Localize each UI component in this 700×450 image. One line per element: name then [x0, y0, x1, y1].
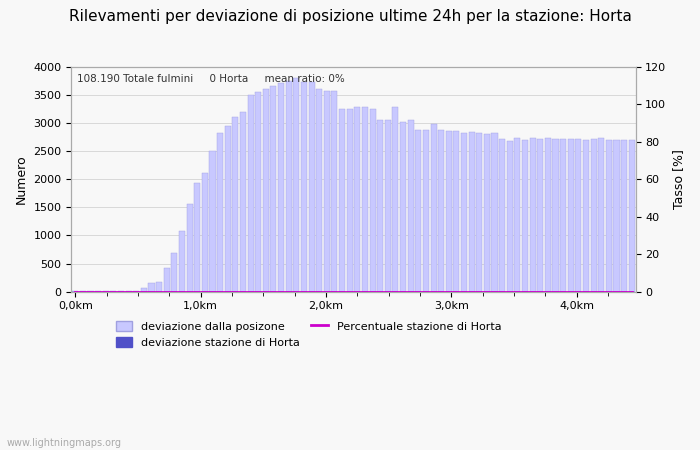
Bar — [133, 291, 139, 292]
Bar — [575, 139, 582, 292]
Bar — [232, 117, 239, 292]
Bar — [362, 108, 368, 292]
Bar — [118, 291, 124, 292]
Bar — [301, 82, 307, 292]
Bar — [629, 140, 635, 292]
Bar — [491, 133, 498, 292]
Bar — [454, 131, 459, 292]
Bar — [545, 138, 551, 292]
Bar — [262, 90, 269, 292]
Bar — [393, 108, 398, 292]
Text: www.lightningmaps.org: www.lightningmaps.org — [7, 438, 122, 448]
Bar — [591, 139, 596, 292]
Bar — [293, 78, 300, 292]
Bar — [270, 86, 276, 292]
Bar — [598, 138, 604, 292]
Bar — [148, 283, 155, 292]
Bar — [407, 120, 414, 292]
Text: Rilevamenti per deviazione di posizione ultime 24h per la stazione: Horta: Rilevamenti per deviazione di posizione … — [69, 9, 631, 24]
Bar — [377, 120, 383, 292]
Bar — [225, 126, 231, 292]
Bar — [370, 109, 376, 292]
Bar — [248, 94, 253, 292]
Bar — [423, 130, 429, 292]
Bar — [522, 140, 528, 292]
Bar — [537, 139, 543, 292]
Bar — [240, 112, 246, 292]
Bar — [255, 92, 261, 292]
Bar — [103, 291, 108, 292]
Bar — [95, 291, 101, 292]
Bar — [514, 138, 521, 292]
Bar — [461, 133, 467, 292]
Bar — [484, 135, 490, 292]
Bar — [331, 91, 337, 292]
Bar — [88, 291, 94, 292]
Bar — [400, 122, 406, 292]
Bar — [156, 282, 162, 292]
Bar — [324, 91, 330, 292]
Bar — [530, 138, 536, 292]
Bar — [186, 204, 193, 292]
Bar — [560, 140, 566, 292]
Bar — [111, 291, 116, 292]
Bar — [339, 109, 345, 292]
Bar — [278, 83, 284, 292]
Bar — [438, 130, 444, 292]
Bar — [621, 140, 627, 292]
Bar — [179, 231, 185, 292]
Bar — [194, 183, 200, 292]
Bar — [507, 140, 513, 292]
Text: 108.190 Totale fulmini     0 Horta     mean ratio: 0%: 108.190 Totale fulmini 0 Horta mean rati… — [77, 74, 345, 84]
Y-axis label: Tasso [%]: Tasso [%] — [672, 149, 685, 209]
Bar — [309, 82, 314, 292]
Bar — [468, 132, 475, 292]
Bar — [552, 140, 559, 292]
Legend: deviazione dalla posizone, deviazione stazione di Horta, Percentuale stazione di: deviazione dalla posizone, deviazione st… — [110, 315, 507, 353]
Bar — [354, 108, 360, 292]
Bar — [568, 139, 574, 292]
Bar — [415, 130, 421, 292]
Bar — [346, 109, 353, 292]
Bar — [583, 140, 589, 292]
Bar — [217, 133, 223, 292]
Bar — [316, 90, 322, 292]
Bar — [164, 268, 170, 292]
Bar — [430, 124, 437, 292]
Bar — [125, 291, 132, 292]
Bar — [476, 133, 482, 292]
Bar — [446, 131, 452, 292]
Bar — [613, 140, 620, 292]
Bar — [141, 288, 147, 292]
Bar — [80, 291, 86, 292]
Bar — [202, 172, 208, 292]
Y-axis label: Numero: Numero — [15, 154, 28, 204]
Bar — [606, 140, 612, 292]
Bar — [209, 151, 216, 292]
Bar — [385, 120, 391, 292]
Bar — [499, 139, 505, 292]
Bar — [286, 81, 292, 292]
Bar — [172, 253, 177, 292]
